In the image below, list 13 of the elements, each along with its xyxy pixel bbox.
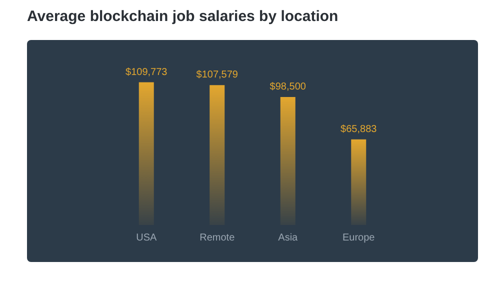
- data-label: $98,500: [270, 81, 306, 92]
- x-tick-label: USA: [136, 232, 157, 244]
- data-label: $109,773: [126, 66, 168, 78]
- x-tick-label: Europe: [342, 232, 376, 244]
- bar: [210, 85, 225, 225]
- bar: [280, 96, 296, 225]
- x-tick-label: Remote: [200, 232, 236, 244]
- bar: [138, 82, 154, 225]
- chart-title: Average blockchain job salaries by location: [27, 8, 338, 25]
- data-label: $65,883: [340, 124, 378, 135]
- bar: [351, 139, 366, 225]
- x-tick-label: Asia: [278, 232, 298, 244]
- data-label: $107,579: [196, 70, 238, 81]
